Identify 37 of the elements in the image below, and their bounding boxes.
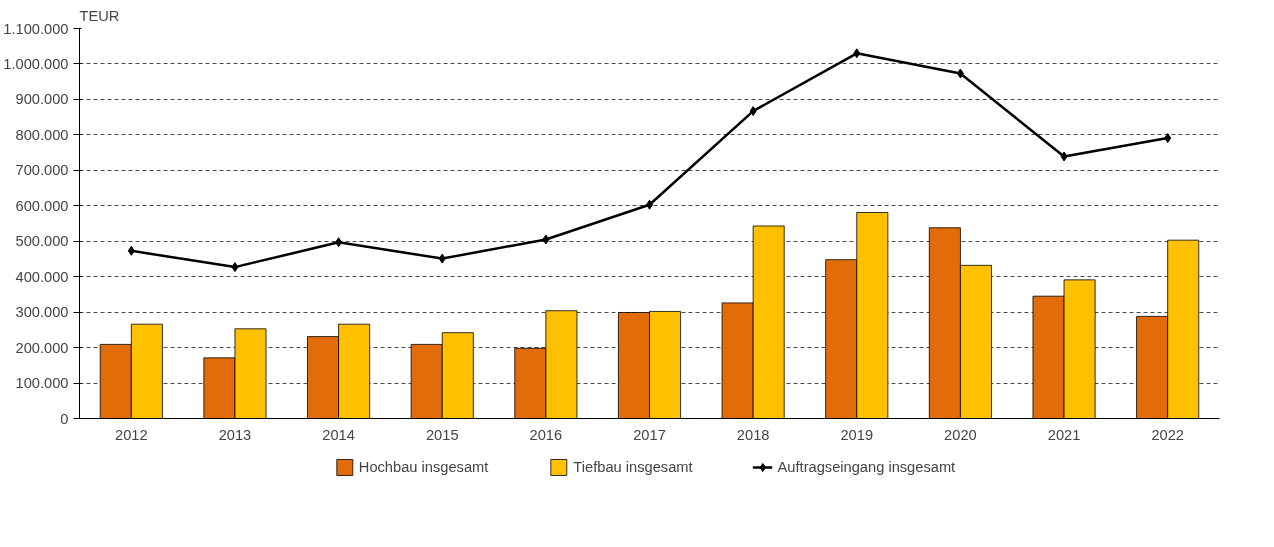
y-tick-label: 400.000 [15,268,69,285]
point [1164,133,1172,144]
point [231,262,239,273]
x-tick-label: 2018 [736,426,770,443]
legend-label: Auftragseingang insgesamt [777,459,956,475]
legend-label: Hochbau insgesamt [358,459,489,475]
x-tick-label: 2019 [840,426,874,443]
y-tick-label: 700.000 [15,162,69,179]
point [438,253,446,264]
y-tick-label: 900.000 [15,91,69,108]
y-tick-label: 300.000 [15,304,69,321]
point [1060,151,1068,162]
point [749,106,757,117]
x-tick-label: 2021 [1047,426,1081,443]
x-tick-label: 2012 [115,426,148,443]
y-tick-label: 1.100.000 [3,20,69,37]
y-tick-label: 600.000 [15,197,69,214]
point [853,48,861,59]
point [542,234,550,245]
legend-label: Tiefbau insgesamt [573,459,693,475]
y-axis-title: TEUR [79,7,120,24]
x-tick-label: 2022 [1151,426,1184,443]
x-tick-label: 2014 [322,426,355,443]
y-tick-label: 100.000 [15,375,69,392]
x-tick-label: 2017 [633,426,666,443]
x-tick-label: 2016 [529,426,563,443]
y-tick-label: 200.000 [15,339,69,356]
y-tick-label: 800.000 [15,126,69,143]
x-tick-label: 2020 [944,426,977,443]
y-tick-label: 500.000 [15,233,69,250]
x-tick-label: 2013 [218,426,252,443]
y-tick-label: 1.000.000 [3,55,69,72]
point [335,237,343,248]
point [127,245,135,256]
point [956,68,964,79]
x-tick-label: 2015 [425,426,459,443]
y-tick-label: 0 [60,410,69,427]
